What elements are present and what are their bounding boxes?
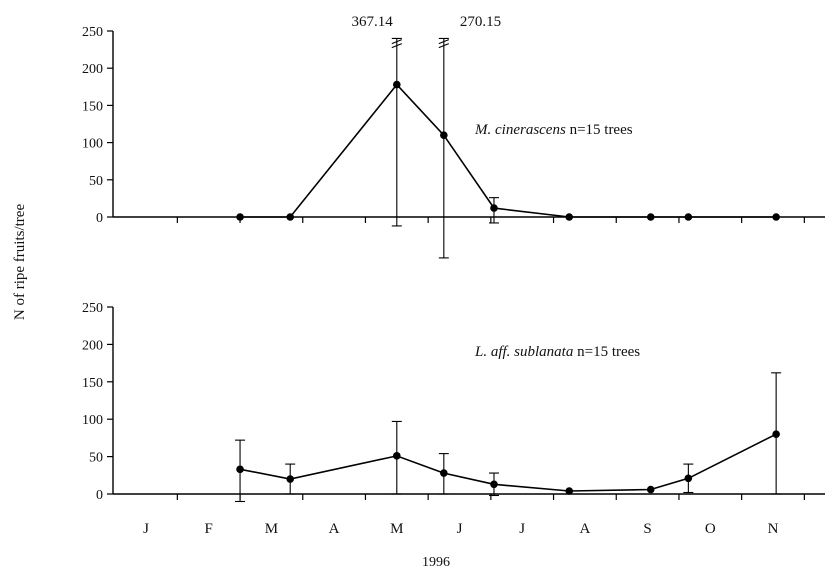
data-point (646, 213, 655, 221)
y-tick-label: 200 (82, 62, 103, 77)
month-label: S (643, 521, 651, 537)
y-tick-label: 0 (96, 211, 103, 226)
data-point (236, 465, 244, 474)
series-line (240, 83, 777, 218)
y-tick-label: 0 (96, 488, 103, 503)
species-name: L. aff. sublanata (474, 344, 573, 360)
y-axis-title: N of ripe fruits/tree (12, 204, 28, 321)
month-label: J (519, 521, 525, 537)
species-name: M. cinerascens (474, 122, 566, 138)
data-point (393, 452, 401, 460)
data-point (684, 213, 693, 221)
y-tick-label: 250 (82, 301, 103, 316)
month-label: A (329, 521, 340, 537)
y-tick-label: 250 (82, 25, 103, 40)
series-label: M. cinerascens n=15 trees (474, 122, 633, 138)
data-point (565, 487, 574, 495)
axis-break-mark (438, 39, 450, 49)
series-label: L. aff. sublanata n=15 trees (474, 344, 640, 360)
error-annotation: 270.15 (460, 14, 501, 30)
y-tick-label: 200 (82, 338, 103, 353)
data-point (772, 213, 780, 221)
data-point (236, 213, 244, 221)
data-point (490, 480, 498, 489)
month-label: F (205, 521, 213, 537)
series-line (239, 433, 777, 492)
data-point (565, 213, 574, 221)
y-tick-label: 100 (82, 413, 103, 428)
y-tick-label: 150 (82, 376, 103, 391)
x-axis-title: 1996 (422, 555, 450, 570)
sample-size: n=15 trees (566, 122, 633, 138)
data-point (684, 474, 693, 483)
data-point (646, 485, 655, 494)
month-label: M (265, 521, 278, 537)
data-point (440, 131, 448, 139)
month-label: M (390, 521, 403, 537)
month-label: N (768, 521, 779, 537)
axis-break-mark (391, 39, 403, 49)
month-label: J (457, 521, 463, 537)
y-tick-label: 50 (89, 451, 103, 466)
panel-m-cinerascens: 0 50 100 150 200 250 367.14 270.15 M. cinerascen… (82, 14, 825, 259)
data-point (490, 204, 498, 212)
month-label: A (579, 521, 590, 537)
month-label: J (143, 521, 149, 537)
data-point (772, 430, 780, 438)
data-point (286, 475, 295, 483)
error-annotation: 367.14 (352, 14, 394, 30)
month-label: O (705, 521, 716, 537)
panel-l-aff-sublanata: 0 50 100 150 200 250 L. aff. sublanata n=15 tr… (82, 301, 825, 503)
data-point (286, 213, 295, 221)
y-tick-label: 50 (89, 174, 103, 189)
sample-size: n=15 trees (573, 344, 640, 360)
y-tick-label: 100 (82, 137, 103, 152)
data-point (393, 80, 401, 89)
month-axis-labels: JFMAMJJASOND (143, 521, 779, 537)
data-point (440, 469, 448, 477)
y-tick-label: 150 (82, 99, 103, 114)
